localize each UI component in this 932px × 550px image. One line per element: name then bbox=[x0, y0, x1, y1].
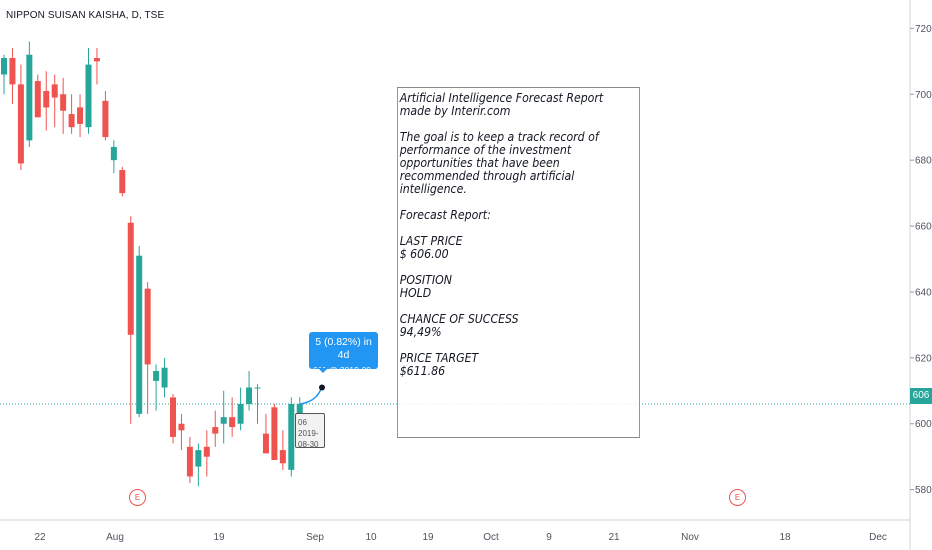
note-intro: Artificial Intelligence Forecast Report … bbox=[399, 91, 604, 118]
candle-body bbox=[262, 433, 269, 454]
candle-body bbox=[1, 58, 7, 75]
y-tick-label: 640 bbox=[915, 287, 932, 298]
y-tick-label: 580 bbox=[915, 485, 932, 496]
chart-title: NIPPON SUISAN KAISHA, D, TSE bbox=[6, 10, 165, 21]
candle-body bbox=[9, 58, 16, 85]
y-tick-label: 720 bbox=[915, 24, 932, 35]
note-heading: Forecast Report: bbox=[399, 208, 491, 222]
x-tick-label: Sep bbox=[306, 532, 324, 543]
forecast-arrow bbox=[299, 387, 323, 405]
candle-body bbox=[144, 288, 151, 365]
candle-body bbox=[68, 114, 75, 128]
candle-body bbox=[77, 107, 84, 124]
callout-target: 611 @ 2019-09-03 bbox=[313, 365, 374, 385]
x-tick-label: 22 bbox=[34, 532, 46, 543]
x-tick-label: 19 bbox=[213, 532, 225, 543]
note-goal: The goal is to keep a track record of pe… bbox=[399, 130, 599, 196]
x-tick-label: Dec bbox=[869, 532, 887, 543]
forecast-overlay bbox=[299, 384, 325, 405]
note-position: POSITION HOLD bbox=[399, 273, 452, 300]
x-tick-label: 10 bbox=[365, 532, 377, 543]
x-tick-label: 21 bbox=[608, 532, 620, 543]
candle-body bbox=[212, 427, 219, 434]
forecast-note-box[interactable]: Artificial Intelligence Forecast Report … bbox=[397, 87, 640, 438]
candle-body bbox=[17, 84, 24, 164]
candle-body bbox=[119, 170, 126, 194]
x-tick-label: 18 bbox=[779, 532, 791, 543]
candle-body bbox=[237, 403, 244, 424]
candle-body bbox=[51, 84, 58, 98]
callout-change: 5 (0.82%) in 4d bbox=[315, 336, 372, 361]
candle-body bbox=[110, 146, 117, 161]
candle-body bbox=[170, 397, 176, 437]
x-tick-label: Nov bbox=[681, 532, 699, 543]
candle-body bbox=[178, 423, 185, 431]
x-tick-label: 9 bbox=[546, 532, 552, 543]
earnings-marker-1[interactable]: E bbox=[129, 489, 146, 506]
callout-tail bbox=[318, 368, 328, 373]
x-tick-label: 19 bbox=[422, 532, 434, 543]
last-price-tag: 606 bbox=[910, 388, 932, 404]
y-tick-label: 620 bbox=[915, 353, 932, 364]
earnings-marker-2[interactable]: E bbox=[729, 489, 746, 506]
x-tick-label: Oct bbox=[483, 532, 499, 543]
candle-body bbox=[26, 54, 33, 141]
candle-body bbox=[136, 255, 143, 414]
candle-body bbox=[85, 64, 92, 128]
candle-body bbox=[127, 222, 134, 335]
candle-body bbox=[220, 417, 227, 424]
candle-body bbox=[203, 446, 210, 457]
candle-body bbox=[246, 387, 253, 404]
note-price-target: PRICE TARGET $611.86 bbox=[399, 351, 479, 378]
candle-body bbox=[229, 417, 236, 428]
candle-body bbox=[271, 407, 278, 460]
candle-body bbox=[186, 446, 193, 477]
candle-body bbox=[93, 58, 100, 62]
date-label-box: 06 2019-08-30 bbox=[295, 413, 325, 448]
forecast-callout[interactable]: 5 (0.82%) in 4d 611 @ 2019-09-03 bbox=[309, 332, 378, 385]
y-tick-label: 600 bbox=[915, 419, 932, 430]
candle-body bbox=[60, 94, 67, 111]
candle-body bbox=[195, 450, 202, 467]
forecast-target-point bbox=[319, 384, 325, 391]
note-last-price: LAST PRICE $ 606.00 bbox=[399, 234, 463, 261]
candle-body bbox=[288, 403, 295, 470]
candle-body bbox=[43, 90, 50, 108]
candles bbox=[1, 41, 303, 487]
candle-body bbox=[102, 100, 109, 138]
y-tick-label: 700 bbox=[915, 90, 932, 101]
candle-body bbox=[296, 403, 303, 414]
y-tick-label: 660 bbox=[915, 222, 932, 233]
x-tick-label: Aug bbox=[106, 532, 124, 543]
candle-body bbox=[34, 81, 41, 118]
candle-body bbox=[279, 450, 286, 464]
candle-body bbox=[161, 367, 168, 388]
candle-body bbox=[254, 387, 261, 389]
date-label-line2: 2019-08-30 bbox=[298, 429, 319, 448]
note-chance: CHANCE OF SUCCESS 94,49% bbox=[399, 312, 519, 339]
candle-body bbox=[153, 371, 160, 381]
date-label-line1: 06 bbox=[298, 418, 307, 427]
y-tick-label: 680 bbox=[915, 156, 932, 167]
